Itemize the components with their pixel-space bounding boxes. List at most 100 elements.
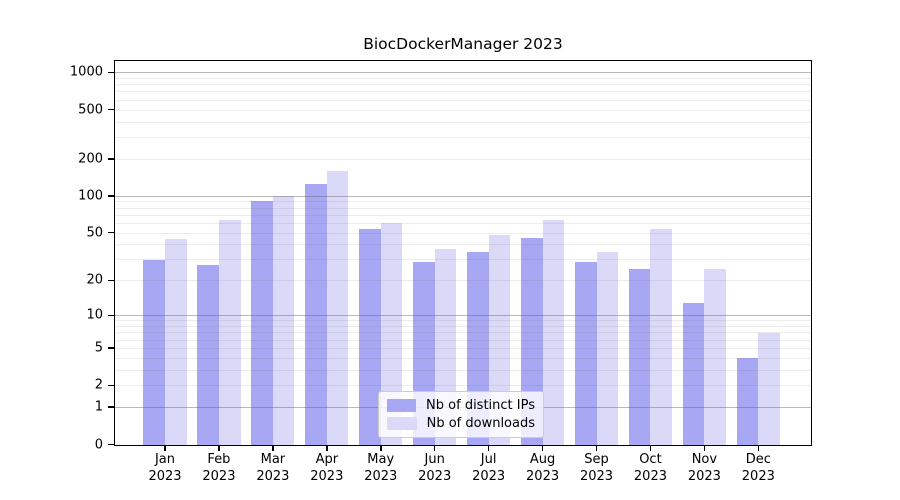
x-tick-jan (164, 445, 166, 451)
y-tick-label-0: 0 (94, 437, 103, 452)
gridline-8 (115, 326, 811, 328)
legend-swatch-downloads (387, 416, 417, 430)
y-tick-200 (108, 158, 114, 160)
y-tick-label-50: 50 (86, 225, 103, 241)
x-tick-label-dec: Dec 2023 (741, 452, 775, 484)
x-tick-label-jun: Jun 2023 (418, 452, 452, 484)
gridline-7 (115, 332, 811, 334)
x-tick-label-jul: Jul 2023 (472, 452, 506, 484)
gridline-700 (115, 91, 811, 93)
y-tick-0 (108, 443, 114, 446)
bar-feb-nb-of-distinct-ips (197, 265, 219, 445)
x-tick-label-sep: Sep 2023 (579, 452, 614, 484)
chart-title: BiocDockerManager 2023 (363, 35, 563, 53)
x-tick-label-apr: Apr 2023 (310, 452, 344, 484)
x-tick-label-aug: Aug 2023 (526, 452, 560, 484)
gridline-40 (115, 244, 811, 246)
x-tick-label-nov: Nov 2023 (687, 452, 721, 484)
gridline-200 (115, 158, 811, 160)
y-tick-1000 (108, 71, 114, 74)
gridline-6 (115, 339, 811, 341)
bar-mar-nb-of-downloads (272, 196, 295, 445)
gridline-80 (115, 207, 811, 209)
x-tick-label-mar: Mar 2023 (256, 452, 290, 484)
y-tick-5 (108, 347, 114, 349)
legend-swatch-distinct-ips (387, 399, 417, 413)
x-tick-label-may: May 2023 (364, 452, 398, 484)
x-tick-nov (703, 445, 706, 451)
gridline-300 (115, 137, 811, 139)
bar-sep-nb-of-distinct-ips (574, 261, 597, 445)
bar-aug-nb-of-downloads (542, 220, 565, 445)
bar-may-nb-of-distinct-ips (359, 229, 381, 445)
legend-item-distinct-ips: Nb of distinct IPs (387, 398, 535, 414)
legend-label-distinct-ips: Nb of distinct IPs (426, 398, 535, 414)
x-tick-mar (272, 445, 274, 451)
gridline-9 (115, 320, 811, 322)
gridline-600 (115, 99, 811, 101)
gridline-5 (115, 347, 811, 349)
y-tick-500 (108, 108, 114, 111)
gridline-100 (115, 195, 811, 197)
y-tick-2 (108, 384, 114, 387)
x-tick-apr (326, 445, 328, 451)
y-tick-label-200: 200 (78, 151, 103, 167)
legend: Nb of distinct IPs Nb of downloads (378, 391, 544, 438)
bar-jan-nb-of-distinct-ips (143, 260, 165, 445)
gridline-2 (115, 385, 811, 387)
gridline-60 (115, 223, 811, 225)
x-tick-jun (433, 445, 436, 451)
bar-sep-nb-of-downloads (596, 251, 619, 445)
y-tick-label-1: 1 (94, 399, 103, 415)
x-tick-feb (218, 445, 220, 451)
y-tick-label-1000: 1000 (69, 64, 103, 80)
legend-item-downloads: Nb of downloads (387, 415, 535, 431)
y-tick-1 (108, 406, 114, 408)
bar-nov-nb-of-distinct-ips (682, 302, 705, 445)
gridline-500 (115, 109, 811, 111)
x-tick-label-jan: Jan 2023 (148, 452, 182, 484)
bar-oct-nb-of-distinct-ips (628, 269, 651, 445)
bar-oct-nb-of-downloads (650, 229, 673, 445)
y-tick-label-20: 20 (86, 272, 103, 288)
plot-area (115, 61, 811, 445)
x-tick-dec (757, 445, 760, 451)
bar-nov-nb-of-downloads (704, 269, 726, 445)
gridline-90 (115, 201, 811, 203)
x-tick-aug (541, 445, 544, 451)
legend-label-downloads: Nb of downloads (426, 415, 535, 431)
y-tick-label-100: 100 (78, 188, 103, 204)
y-tick-label-500: 500 (78, 102, 103, 118)
y-tick-50 (108, 231, 114, 234)
gridline-30 (115, 259, 811, 261)
bar-apr-nb-of-distinct-ips (305, 183, 327, 445)
gridline-400 (115, 121, 811, 123)
y-tick-label-10: 10 (86, 307, 103, 323)
bar-feb-nb-of-downloads (218, 220, 241, 445)
x-tick-sep (595, 445, 598, 451)
gridline-20 (115, 280, 811, 282)
y-tick-label-5: 5 (94, 340, 103, 356)
bar-dec-nb-of-distinct-ips (736, 358, 759, 445)
x-tick-may (380, 445, 382, 451)
gridline-3 (115, 369, 811, 371)
bar-apr-nb-of-downloads (326, 171, 349, 445)
gridline-10 (115, 315, 811, 317)
y-tick-10 (108, 314, 114, 317)
x-tick-label-feb: Feb 2023 (202, 452, 236, 484)
x-tick-label-oct: Oct 2023 (633, 452, 667, 484)
gridline-1000 (115, 72, 811, 74)
y-tick-label-2: 2 (94, 377, 103, 393)
y-tick-100 (108, 195, 114, 197)
bar-jan-nb-of-downloads (165, 238, 187, 445)
y-tick-20 (108, 279, 114, 282)
bar-dec-nb-of-downloads (758, 332, 780, 445)
bar-may-nb-of-downloads (380, 222, 403, 445)
gridline-70 (115, 214, 811, 216)
gridline-800 (115, 84, 811, 86)
gridline-4 (115, 357, 811, 359)
gridline-900 (115, 77, 811, 79)
x-tick-jul (487, 445, 490, 451)
gridline-50 (115, 232, 811, 234)
